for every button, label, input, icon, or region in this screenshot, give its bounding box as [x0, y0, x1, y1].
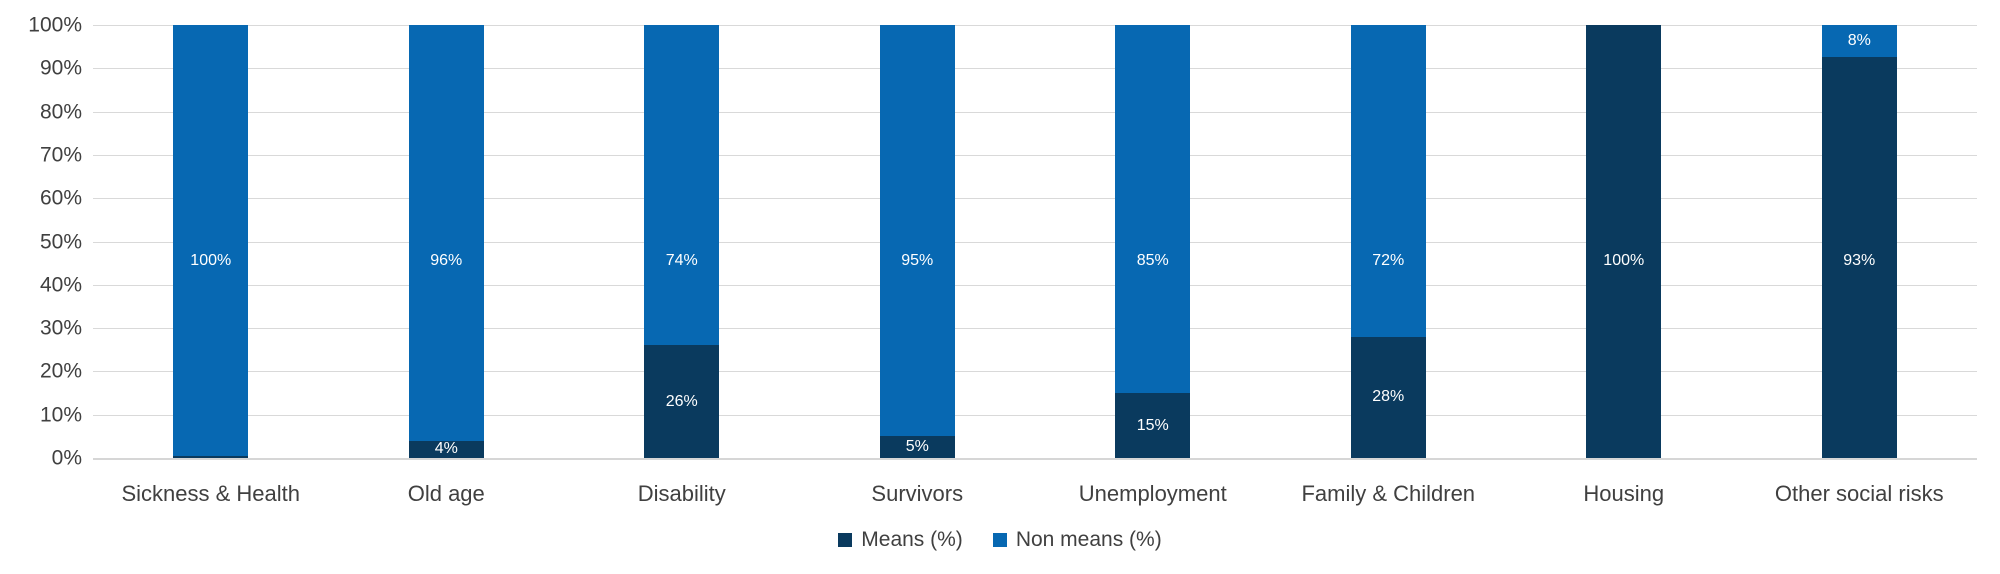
- bar-segment-non-means: [408, 25, 484, 441]
- bar-value-label: 72%: [1372, 251, 1405, 269]
- gridline: [93, 154, 1977, 156]
- x-axis-label: Survivors: [871, 481, 964, 506]
- y-tick-label: 80%: [39, 100, 82, 124]
- bar-segment-non-means: [1115, 25, 1191, 394]
- bar-segment-non-means: [173, 25, 249, 456]
- x-axis-label: Family & Children: [1301, 481, 1476, 506]
- y-tick-label: 20%: [39, 359, 82, 383]
- y-tick-label: 90%: [39, 56, 82, 80]
- y-tick-label: 70%: [39, 143, 82, 167]
- y-tick-label: 30%: [39, 316, 82, 340]
- gridline: [93, 111, 1977, 113]
- y-tick-label: 50%: [39, 230, 82, 253]
- bar-segment-non-means: [879, 25, 955, 437]
- legend: Means (%) Non means (%): [0, 529, 2000, 550]
- plot-area: [93, 25, 1977, 460]
- bar-value-label: 28%: [1372, 388, 1405, 406]
- gridline: [93, 241, 1977, 243]
- bar-value-label: 15%: [1136, 416, 1169, 434]
- bar-value-label: 4%: [434, 440, 458, 458]
- gridline: [93, 25, 1977, 26]
- x-axis-label: Disability: [637, 481, 726, 506]
- legend-swatch-icon: [992, 532, 1007, 547]
- bar-segment-means: [1586, 25, 1662, 458]
- bar-segment-means: [408, 440, 484, 458]
- bar-value-label: 5%: [905, 438, 929, 456]
- bar-value-label: 95%: [901, 251, 934, 269]
- x-axis-label: Sickness & Health: [121, 481, 301, 506]
- legend-item: Non means (%): [992, 528, 1162, 551]
- bar-value-label: 93%: [1843, 251, 1876, 269]
- x-axis-label: Housing: [1583, 481, 1665, 506]
- legend-swatch-icon: [838, 532, 853, 547]
- bar-value-label: 100%: [190, 251, 232, 269]
- gridline: [93, 198, 1977, 200]
- bar-value-label: 85%: [1136, 251, 1169, 269]
- bar-segment-non-means: [1350, 25, 1426, 337]
- bar-segment-non-means: [1821, 25, 1897, 58]
- x-axis-label: Old age: [407, 481, 485, 506]
- gridline: [93, 371, 1977, 373]
- gridline: [93, 414, 1977, 416]
- x-axis-label: Unemployment: [1078, 481, 1227, 506]
- bar-segment-means: [879, 436, 955, 458]
- bar-segment-means: [1821, 57, 1897, 458]
- gridline: [93, 328, 1977, 330]
- y-tick-label: 0%: [51, 446, 82, 470]
- y-tick-label: 60%: [39, 186, 82, 210]
- bar-segment-means: [1115, 393, 1191, 458]
- legend-item: Means (%): [838, 529, 963, 550]
- bar-value-label: 96%: [430, 251, 463, 269]
- bar-segment-non-means: [644, 25, 720, 346]
- bar-segment-means: [644, 345, 720, 458]
- legend-label: Non means (%): [1015, 528, 1162, 551]
- bar-value-label: 74%: [665, 251, 698, 269]
- y-tick-label: 40%: [39, 273, 82, 297]
- legend-label: Means (%): [861, 528, 963, 551]
- gridline: [93, 68, 1977, 70]
- x-axis-label: Other social risks: [1774, 481, 1944, 506]
- y-tick-label: 100%: [28, 13, 82, 37]
- bar-value-label: 8%: [1847, 32, 1871, 50]
- bar-segment-means: [1350, 336, 1426, 458]
- bar-value-label: 26%: [665, 392, 698, 410]
- bar-value-label: 100%: [1603, 251, 1645, 269]
- x-axis-line: [93, 458, 1977, 460]
- y-tick-label: 10%: [39, 403, 82, 427]
- gridline: [93, 284, 1977, 286]
- bar-segment-means: [173, 455, 249, 458]
